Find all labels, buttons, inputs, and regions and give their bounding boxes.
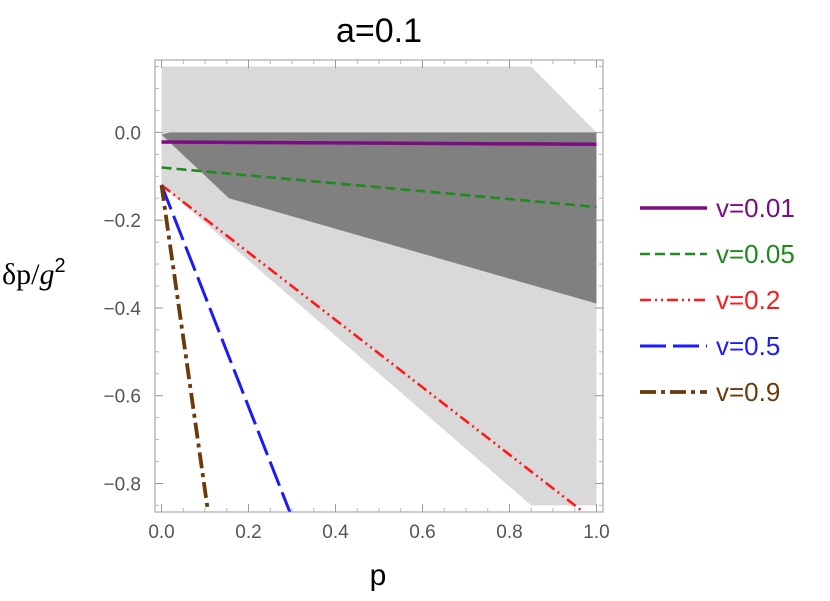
series-line-v-0-2 — [160, 184, 585, 512]
series-lines — [159, 140, 597, 512]
y-tick-label: −0.8 — [103, 474, 141, 495]
legend-label-v-0-05: v=0.05 — [716, 239, 795, 269]
x-tick-label: 1.0 — [583, 522, 609, 543]
y-tick-label: 0.0 — [115, 123, 141, 144]
x-tick-label: 0.0 — [148, 522, 174, 543]
legend-label-v-0-5: v=0.5 — [716, 331, 780, 361]
series-line-v-0-05 — [161, 166, 597, 209]
shaded-regions — [161, 66, 597, 506]
minor-ticks — [155, 60, 603, 512]
y-axis-title-g: g — [39, 258, 54, 291]
series-line-v-0-5 — [160, 184, 292, 512]
x-tick-label: 0.4 — [322, 522, 349, 543]
axis-ticks — [155, 60, 603, 512]
y-tick-label: −0.4 — [103, 299, 141, 320]
y-axis-title-exponent: 2 — [54, 255, 65, 277]
legend-label-v-0-9: v=0.9 — [716, 377, 780, 407]
y-tick-label: −0.2 — [103, 211, 141, 232]
legend-label-v-0-2: v=0.2 — [716, 285, 780, 315]
chart-title: a=0.1 — [336, 12, 422, 50]
y-axis-title-base: δp/ — [2, 258, 40, 291]
x-tick-label: 0.8 — [496, 522, 522, 543]
y-axis-title: δp/g2 — [2, 255, 66, 291]
series-line-v-0-01 — [161, 140, 597, 147]
legend: v=0.01 v=0.05 v=0.2 v=0.5 v=0.9 — [640, 193, 795, 407]
y-tick-label: −0.6 — [103, 387, 141, 408]
axis-tick-labels: 0.0 0.2 0.4 0.6 0.8 1.0 0.0 −0.2 −0.4 −0.6 −0.8 — [103, 123, 609, 543]
x-tick-label: 0.6 — [409, 522, 435, 543]
legend-label-v-0-01: v=0.01 — [716, 193, 795, 223]
series-line-v-0-9 — [159, 184, 210, 512]
shaded-region-2 — [161, 132, 597, 304]
x-tick-label: 0.2 — [235, 522, 261, 543]
x-axis-title: p — [370, 559, 387, 592]
